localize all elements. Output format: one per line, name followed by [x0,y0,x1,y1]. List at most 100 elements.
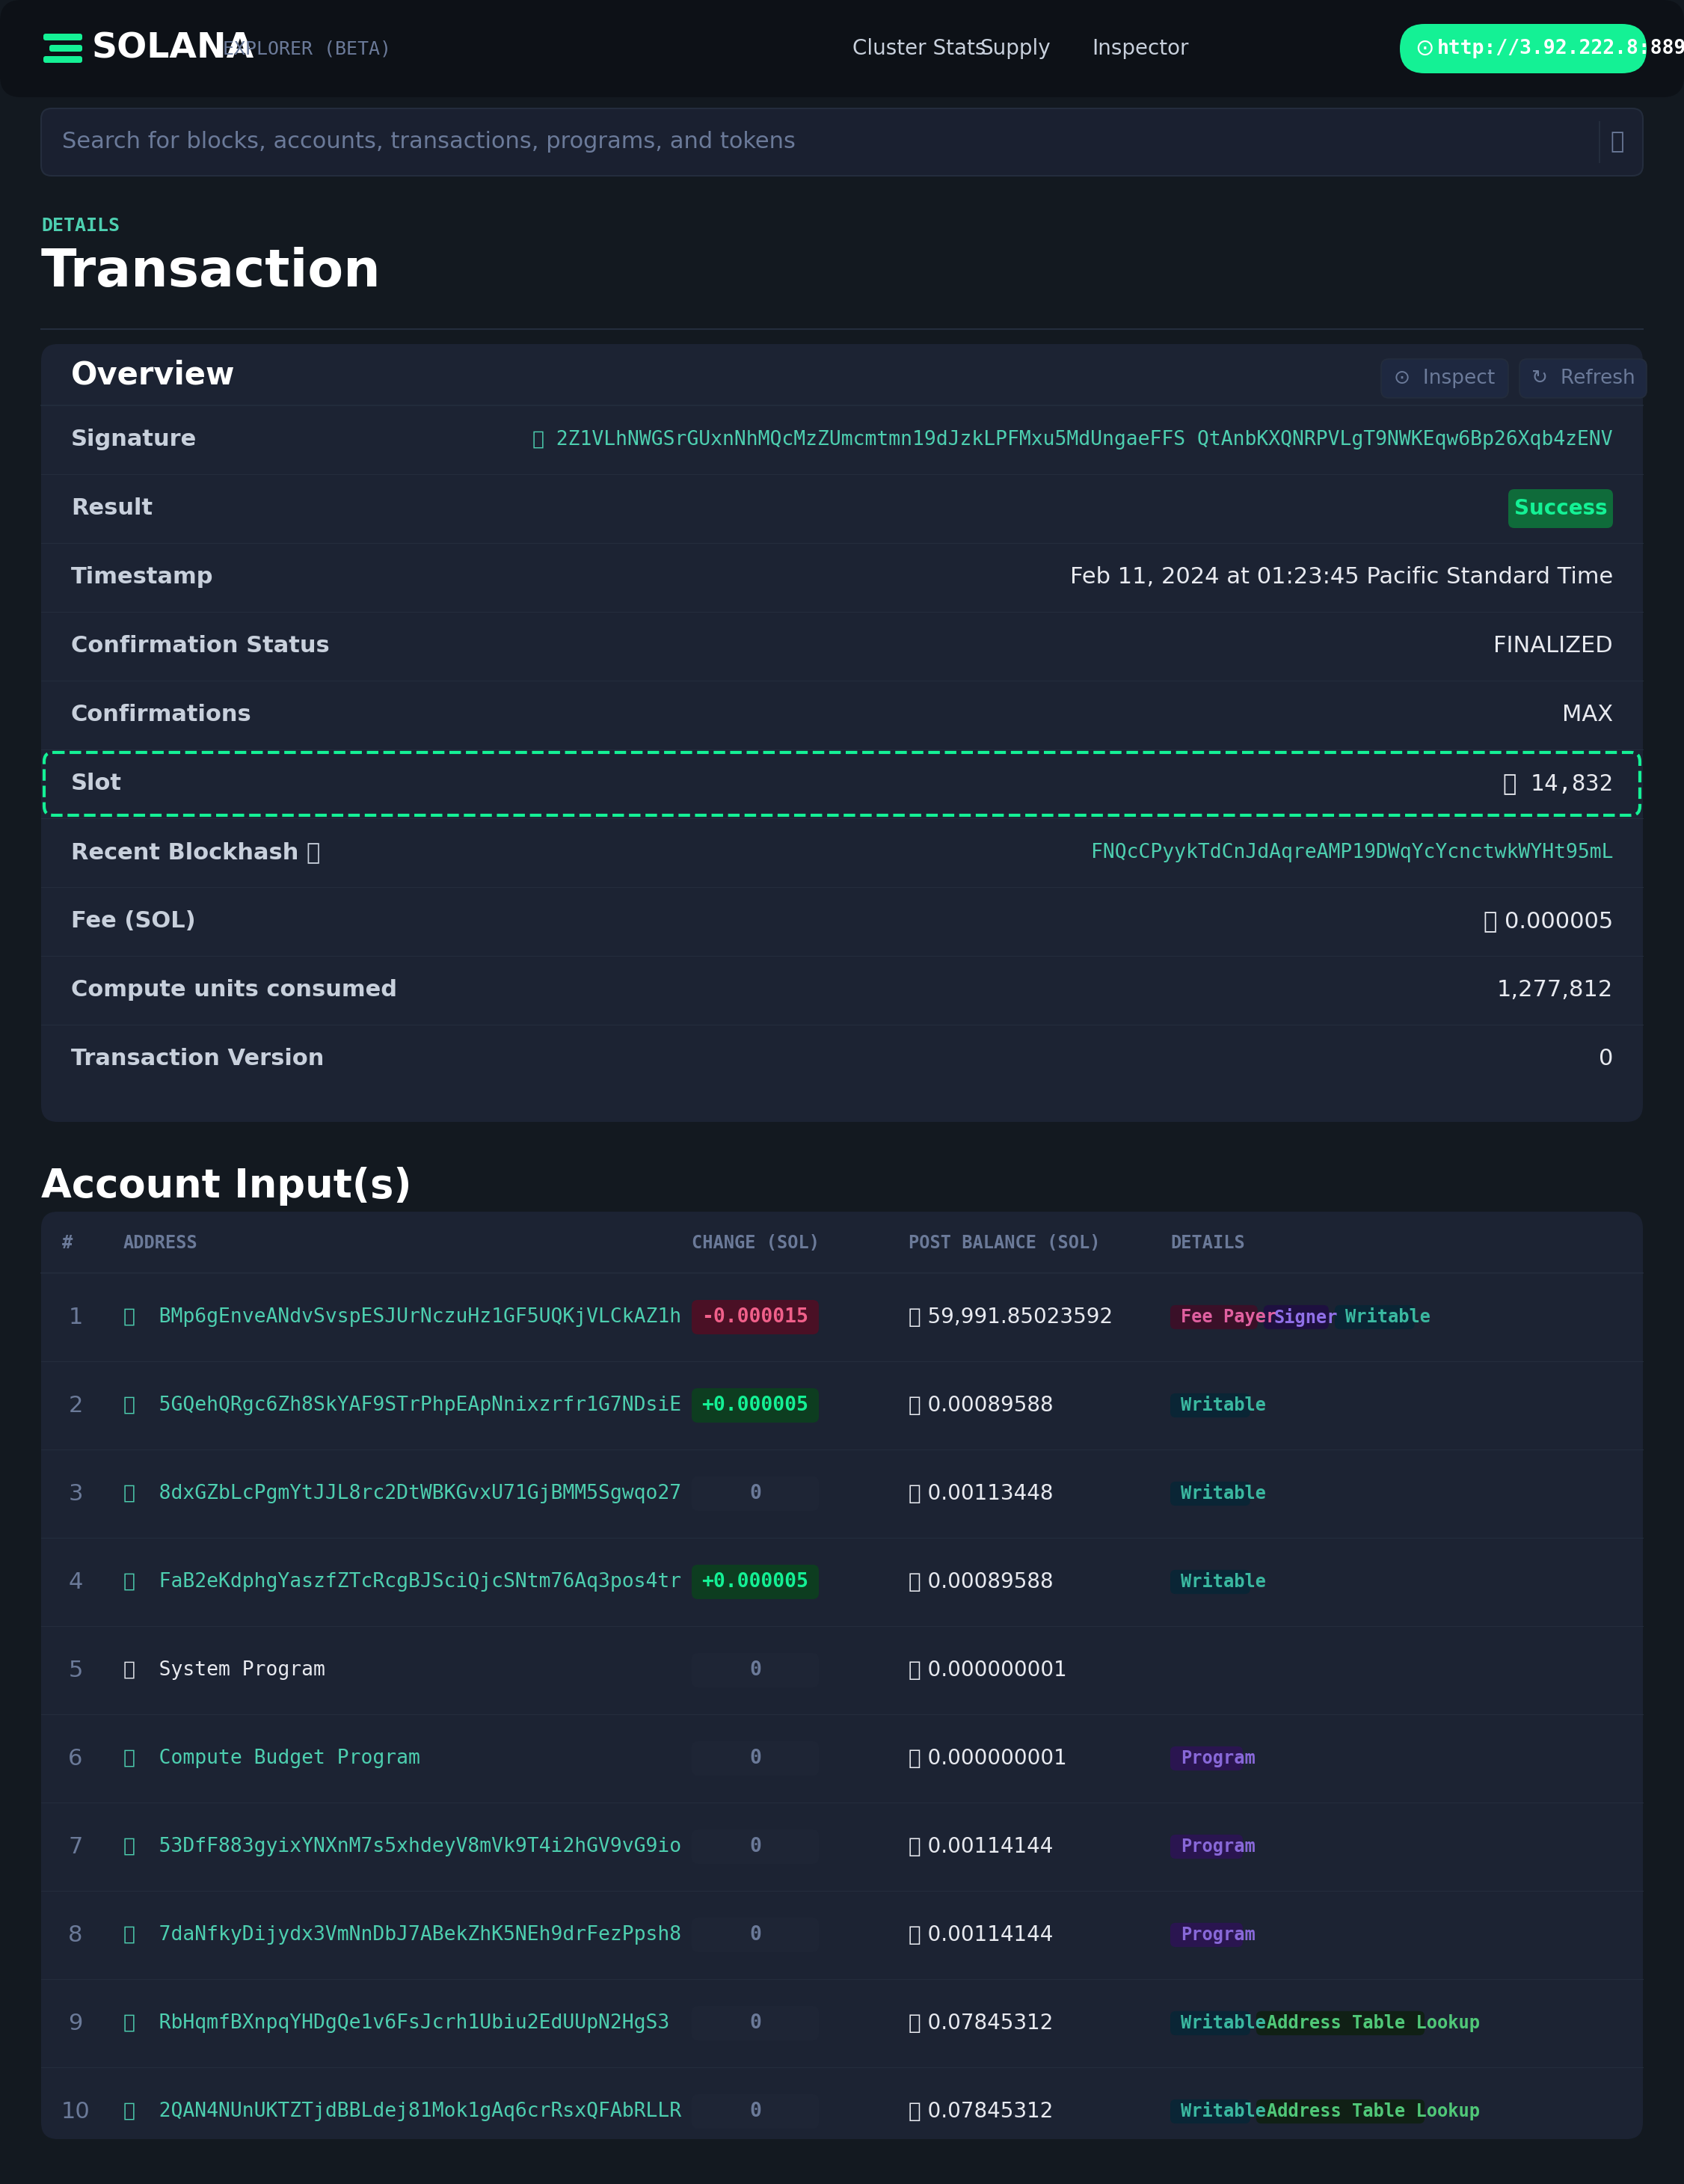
Text: Inspector: Inspector [1091,37,1189,59]
Text: ⧉ 0.00114144: ⧉ 0.00114144 [909,1837,1052,1856]
Text: 6: 6 [69,1747,83,1769]
Text: ⧉  7daNfkyDijydx3VmNnDbJ7ABekZhK5NEh9drFezPpsh8: ⧉ 7daNfkyDijydx3VmNnDbJ7ABekZhK5NEh9drFe… [123,1926,682,1944]
Text: ⧉  FaB2eKdphgYaszfZTcRcgBJSciQjcSNtm76Aq3pos4tr: ⧉ FaB2eKdphgYaszfZTcRcgBJSciQjcSNtm76Aq3… [123,1572,682,1592]
FancyBboxPatch shape [692,1653,818,1688]
Text: ⧉ 0.00114144: ⧉ 0.00114144 [909,1924,1052,1946]
Text: -0.000015: -0.000015 [702,1308,808,1328]
Text: DETAILS: DETAILS [1170,1234,1244,1251]
Text: Writable: Writable [1180,2103,1266,2121]
FancyBboxPatch shape [692,2094,818,2129]
FancyBboxPatch shape [1170,1393,1250,1417]
Text: ↻  Refresh: ↻ Refresh [1531,369,1635,389]
FancyBboxPatch shape [1256,2099,1425,2123]
FancyBboxPatch shape [1399,24,1647,74]
FancyBboxPatch shape [1335,1306,1415,1330]
FancyBboxPatch shape [44,57,83,63]
Text: Program: Program [1180,1837,1255,1856]
Text: Recent Blockhash ⓘ: Recent Blockhash ⓘ [71,841,320,863]
FancyBboxPatch shape [1170,2099,1250,2123]
Text: Supply: Supply [980,37,1051,59]
Text: 7: 7 [69,1837,83,1859]
Text: Signer: Signer [1275,1308,1339,1326]
Text: Program: Program [1180,1926,1255,1944]
Text: Writable: Writable [1346,1308,1430,1326]
Text: 0: 0 [749,1926,761,1944]
FancyBboxPatch shape [692,1476,818,1511]
Text: ⧉  System Program: ⧉ System Program [123,1660,325,1679]
Text: ⊙: ⊙ [1415,37,1433,59]
Text: 10: 10 [61,2101,89,2123]
FancyBboxPatch shape [1170,1570,1250,1594]
FancyBboxPatch shape [1170,1835,1243,1859]
Text: POST BALANCE (SOL): POST BALANCE (SOL) [909,1234,1100,1251]
Text: +0.000005: +0.000005 [702,1572,808,1592]
Text: Compute units consumed: Compute units consumed [71,978,397,1000]
Text: Transaction: Transaction [40,247,381,297]
Text: ⧉ 0.07845312: ⧉ 0.07845312 [909,2101,1052,2123]
Text: ⧉  BMp6gEnveANdvSvspESJUrNczuHz1GF5UQKjVLCkAZ1h: ⧉ BMp6gEnveANdvSvspESJUrNczuHz1GF5UQKjVL… [123,1308,682,1328]
Text: 3: 3 [69,1483,83,1505]
Text: Timestamp: Timestamp [71,566,214,587]
Text: Address Table Lookup: Address Table Lookup [1266,2014,1480,2031]
Text: ⧉ 14,832: ⧉ 14,832 [1504,773,1613,795]
Text: Address Table Lookup: Address Table Lookup [1266,2103,1480,2121]
FancyBboxPatch shape [40,1212,1644,2138]
Text: ⧉  8dxGZbLcPgmYtJJL8rc2DtWBKGvxU71GjBMM5Sgwqo27: ⧉ 8dxGZbLcPgmYtJJL8rc2DtWBKGvxU71GjBMM5S… [123,1483,682,1503]
FancyBboxPatch shape [692,1741,818,1776]
FancyBboxPatch shape [1263,1306,1329,1330]
Text: CHANGE (SOL): CHANGE (SOL) [692,1234,820,1251]
Text: 1: 1 [69,1306,83,1328]
FancyBboxPatch shape [692,2005,818,2040]
Text: ⧉ 59,991.85023592: ⧉ 59,991.85023592 [909,1306,1113,1328]
Text: ⧉ 0.000000001: ⧉ 0.000000001 [909,1660,1068,1682]
Text: Search for blocks, accounts, transactions, programs, and tokens: Search for blocks, accounts, transaction… [62,131,795,153]
Text: ⧉  RbHqmfBXnpqYHDgQe1v6FsJcrh1Ubiu2EdUUpN2HgS3: ⧉ RbHqmfBXnpqYHDgQe1v6FsJcrh1Ubiu2EdUUpN… [123,2014,670,2033]
Text: Account Input(s): Account Input(s) [40,1166,411,1206]
Text: #: # [62,1234,72,1251]
Text: ⧉ 0.00089588: ⧉ 0.00089588 [909,1572,1052,1592]
FancyBboxPatch shape [1381,358,1509,397]
Text: ⧉  2QAN4NUnUKTZTjdBBLdej81Mok1gAq6crRsxQFAbRLLR: ⧉ 2QAN4NUnUKTZTjdBBLdej81Mok1gAq6crRsxQF… [123,2101,682,2121]
Text: http://3.92.222.8:8899: http://3.92.222.8:8899 [1436,39,1684,59]
Text: 0: 0 [749,1749,761,1769]
FancyBboxPatch shape [692,1830,818,1863]
Text: 5: 5 [69,1660,83,1682]
Text: MAX: MAX [1563,703,1613,725]
Text: Writable: Writable [1180,1396,1266,1415]
Text: FNQcCPyykTdCnJdAqreAMP19DWqYcYcnctwkWYHt95mL: FNQcCPyykTdCnJdAqreAMP19DWqYcYcnctwkWYHt… [1091,843,1613,863]
Text: EXPLORER (BETA): EXPLORER (BETA) [222,39,391,57]
Text: ⧉  5GQehQRgc6Zh8SkYAF9STrPhpEApNnixzrfr1G7NDsiE: ⧉ 5GQehQRgc6Zh8SkYAF9STrPhpEApNnixzrfr1G… [123,1396,682,1415]
Text: ⧉ 0.00089588: ⧉ 0.00089588 [909,1396,1052,1415]
FancyBboxPatch shape [44,33,83,39]
Text: 2: 2 [69,1396,83,1415]
Text: 0: 0 [1598,1048,1613,1070]
Text: Signature: Signature [71,428,197,450]
Text: 1,277,812: 1,277,812 [1497,978,1613,1000]
Text: 0: 0 [749,2101,761,2121]
Text: Result: Result [71,498,153,520]
Text: ⊙  Inspect: ⊙ Inspect [1394,369,1495,389]
FancyBboxPatch shape [49,46,83,52]
Text: DETAILS: DETAILS [40,216,120,236]
Text: Fee Payer: Fee Payer [1180,1308,1276,1326]
Text: Program: Program [1180,1749,1255,1767]
Text: Cluster Stats: Cluster Stats [852,37,985,59]
FancyBboxPatch shape [0,0,1684,98]
FancyBboxPatch shape [1170,1481,1250,1505]
FancyBboxPatch shape [692,1389,818,1422]
Text: 0: 0 [749,2014,761,2033]
FancyBboxPatch shape [40,109,1644,175]
Text: ⧉  53DfF883gyixYNXnM7s5xhdeyV8mVk9T4i2hGV9vG9io: ⧉ 53DfF883gyixYNXnM7s5xhdeyV8mVk9T4i2hGV… [123,1837,682,1856]
Text: 9: 9 [69,2011,83,2033]
FancyBboxPatch shape [1170,2011,1250,2035]
Text: 0: 0 [749,1837,761,1856]
Text: ⧉  Compute Budget Program: ⧉ Compute Budget Program [123,1749,421,1769]
Text: 0: 0 [749,1483,761,1503]
FancyBboxPatch shape [692,1918,818,1952]
FancyBboxPatch shape [1170,1306,1258,1330]
FancyBboxPatch shape [1256,2011,1425,2035]
Text: Feb 11, 2024 at 01:23:45 Pacific Standard Time: Feb 11, 2024 at 01:23:45 Pacific Standar… [1069,566,1613,587]
FancyBboxPatch shape [692,1564,818,1599]
Text: Transaction Version: Transaction Version [71,1048,323,1070]
FancyBboxPatch shape [1170,1922,1243,1946]
